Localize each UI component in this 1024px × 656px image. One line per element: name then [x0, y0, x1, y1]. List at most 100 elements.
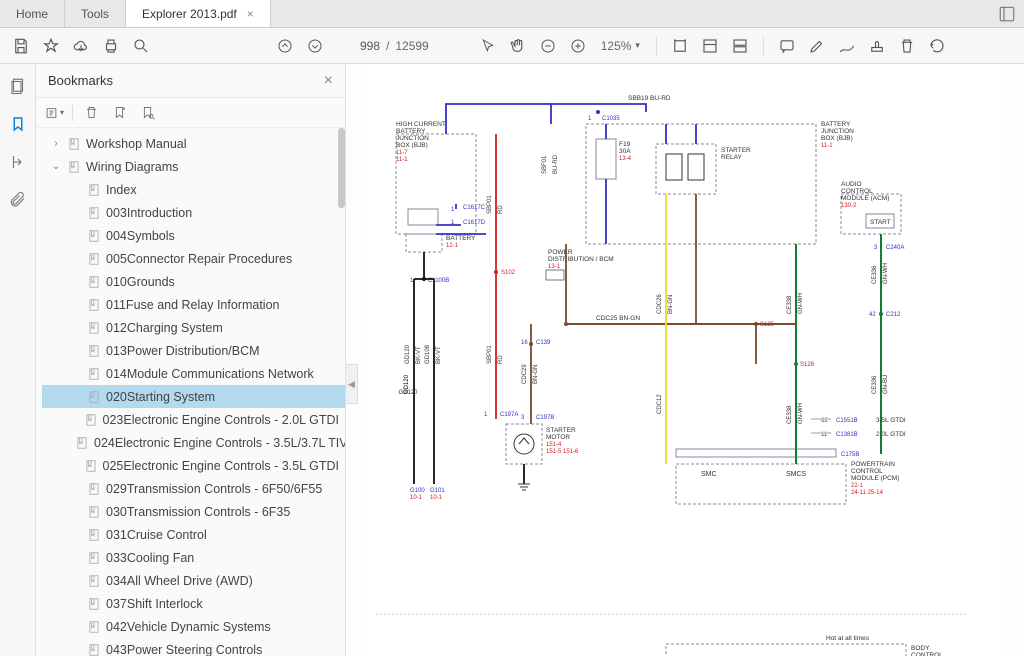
rail-pages-icon[interactable] — [6, 74, 30, 98]
cloud-icon[interactable] — [68, 33, 94, 59]
bookmark-item[interactable]: 003Introduction — [42, 201, 345, 224]
stamp-icon[interactable] — [864, 33, 890, 59]
cursor-icon[interactable] — [475, 33, 501, 59]
rail-bookmarks-icon[interactable] — [6, 112, 30, 136]
svg-text:CDC12: CDC12 — [657, 394, 663, 414]
wiring-diagram: HIGH CURRENTBATTERYJUNCTIONBOX (BJB)11-7… — [366, 64, 1006, 656]
svg-text:RD: RD — [498, 205, 504, 214]
svg-text:C1551B: C1551B — [836, 418, 858, 424]
svg-text:G101: G101 — [430, 488, 445, 494]
page-up-icon[interactable] — [272, 33, 298, 59]
svg-text:3: 3 — [874, 245, 878, 251]
trash-icon[interactable] — [894, 33, 920, 59]
zoom-dropdown[interactable]: 125%▾ — [595, 39, 646, 53]
fullscreen-icon[interactable] — [990, 0, 1024, 27]
svg-text:13-1: 13-1 — [548, 264, 561, 270]
bookmark-item[interactable]: 020Starting System — [42, 385, 345, 408]
svg-text:C139: C139 — [536, 340, 551, 346]
star-icon[interactable] — [38, 33, 64, 59]
bookmark-item[interactable]: 010Grounds — [42, 270, 345, 293]
bm-add-icon[interactable] — [109, 103, 129, 123]
svg-text:10-1: 10-1 — [430, 495, 443, 501]
svg-text:C240A: C240A — [886, 245, 904, 251]
svg-text:11-1: 11-1 — [821, 143, 833, 149]
bookmark-item[interactable]: 037Shift Interlock — [42, 592, 345, 615]
highlight-icon[interactable] — [804, 33, 830, 59]
bookmark-item[interactable]: 011Fuse and Relay Information — [42, 293, 345, 316]
draw-icon[interactable] — [834, 33, 860, 59]
svg-text:SBF01: SBF01 — [542, 155, 548, 174]
bookmark-item[interactable]: 031Cruise Control — [42, 523, 345, 546]
bookmark-item[interactable]: 012Charging System — [42, 316, 345, 339]
tab-tools[interactable]: Tools — [65, 0, 126, 27]
svg-text:MODULE (PCM): MODULE (PCM) — [851, 475, 899, 482]
svg-text:GD108: GD108 — [425, 344, 431, 364]
bookmark-item[interactable]: 029Transmission Controls - 6F50/6F55 — [42, 477, 345, 500]
svg-text:CE338: CE338 — [787, 295, 793, 314]
bookmark-item[interactable]: 042Vehicle Dynamic Systems — [42, 615, 345, 638]
bm-find-icon[interactable] — [137, 103, 157, 123]
rail-attach-icon[interactable] — [6, 188, 30, 212]
save-icon[interactable] — [8, 33, 34, 59]
svg-text:MOTOR: MOTOR — [546, 434, 570, 441]
scroll-mode-icon[interactable] — [727, 33, 753, 59]
svg-text:GD120: GD120 — [405, 344, 411, 364]
svg-text:16: 16 — [521, 340, 528, 346]
svg-text:BU-RD: BU-RD — [553, 154, 559, 174]
tab-home[interactable]: Home — [0, 0, 65, 27]
svg-text:S102: S102 — [501, 270, 516, 276]
svg-text:STARTER: STARTER — [546, 427, 576, 434]
svg-text:AUDIO: AUDIO — [841, 181, 862, 188]
svg-text:MODULE (ACM): MODULE (ACM) — [841, 195, 889, 202]
bookmark-item[interactable]: Index — [42, 178, 345, 201]
bookmark-item[interactable]: 043Power Steering Controls — [42, 638, 345, 656]
zoom-out-icon[interactable] — [535, 33, 561, 59]
svg-text:GN-WH: GN-WH — [883, 263, 889, 284]
comment-icon[interactable] — [774, 33, 800, 59]
search-icon[interactable] — [128, 33, 154, 59]
svg-text:GN-WH: GN-WH — [798, 403, 804, 424]
svg-text:BK-VT: BK-VT — [436, 346, 442, 364]
svg-text:2.0L GTDI: 2.0L GTDI — [876, 431, 906, 438]
svg-text:3.5L GTDI: 3.5L GTDI — [876, 417, 906, 424]
close-tab-icon[interactable]: × — [247, 7, 254, 21]
bookmark-item[interactable]: 034All Wheel Drive (AWD) — [42, 569, 345, 592]
bm-delete-icon[interactable] — [81, 103, 101, 123]
svg-text:C1617D: C1617D — [463, 220, 486, 226]
tab-document[interactable]: Explorer 2013.pdf × — [126, 0, 271, 27]
svg-text:BODY: BODY — [911, 645, 930, 652]
svg-text:CE338: CE338 — [787, 405, 793, 424]
zoom-in-icon[interactable] — [565, 33, 591, 59]
svg-text:BATTERY: BATTERY — [821, 121, 851, 128]
undo-icon[interactable] — [924, 33, 950, 59]
fit-page-icon[interactable] — [697, 33, 723, 59]
bookmark-item[interactable]: 030Transmission Controls - 6F35 — [42, 500, 345, 523]
svg-text:RELAY: RELAY — [721, 154, 742, 161]
svg-text:CE336: CE336 — [872, 375, 878, 394]
rail-nav-icon[interactable] — [6, 150, 30, 174]
svg-text:RD: RD — [498, 355, 504, 364]
bookmark-item[interactable]: 033Cooling Fan — [42, 546, 345, 569]
bookmark-item[interactable]: ⌄Wiring Diagrams — [42, 155, 345, 178]
hand-icon[interactable] — [505, 33, 531, 59]
collapse-sidebar-icon[interactable]: ◀ — [346, 364, 358, 404]
bookmark-item[interactable]: 014Module Communications Network — [42, 362, 345, 385]
print-icon[interactable] — [98, 33, 124, 59]
svg-text:C1381B: C1381B — [836, 432, 858, 438]
bookmark-item[interactable]: 004Symbols — [42, 224, 345, 247]
page-down-icon[interactable] — [302, 33, 328, 59]
sidebar-scrollbar[interactable] — [338, 128, 345, 208]
bookmark-item[interactable]: 023Electronic Engine Controls - 2.0L GTD… — [42, 408, 345, 431]
bookmark-item[interactable]: 013Power Distribution/BCM — [42, 339, 345, 362]
close-panel-icon[interactable]: × — [324, 72, 333, 90]
bookmark-item[interactable]: 005Connector Repair Procedures — [42, 247, 345, 270]
fit-width-icon[interactable] — [667, 33, 693, 59]
page-number-input[interactable] — [340, 39, 380, 53]
svg-text:C197A: C197A — [500, 412, 518, 418]
bookmark-item[interactable]: ›Workshop Manual — [42, 132, 345, 155]
svg-text:11-7: 11-7 — [396, 150, 408, 156]
bookmark-item[interactable]: 024Electronic Engine Controls - 3.5L/3.7… — [42, 431, 345, 454]
bookmark-item[interactable]: 025Electronic Engine Controls - 3.5L GTD… — [42, 454, 345, 477]
svg-text:G100: G100 — [410, 488, 425, 494]
bm-options-icon[interactable]: ▾ — [44, 103, 64, 123]
